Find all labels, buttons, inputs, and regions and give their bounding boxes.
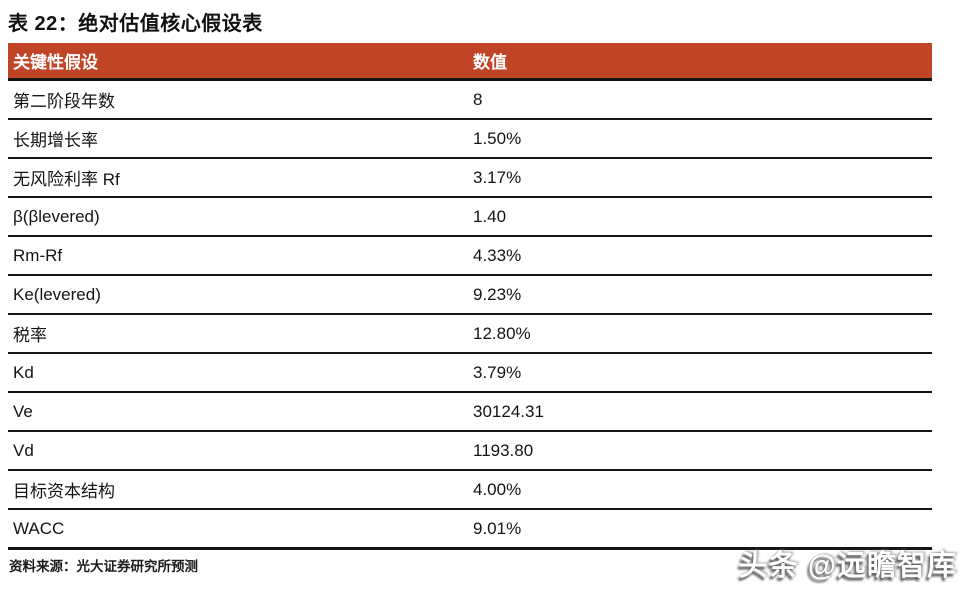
assumptions-table: 关键性假设 数值 第二阶段年数 8 长期增长率 1.50% 无风险利率 Rf 3… bbox=[8, 43, 932, 550]
assumption-cell: Ve bbox=[8, 392, 468, 432]
table-row: Rm-Rf 4.33% bbox=[8, 236, 932, 276]
value-cell: 1.50% bbox=[468, 119, 932, 159]
value-cell: 4.00% bbox=[468, 470, 932, 510]
assumption-cell: β(βlevered) bbox=[8, 197, 468, 237]
table-row: Kd 3.79% bbox=[8, 353, 932, 393]
table-row: 长期增长率 1.50% bbox=[8, 119, 932, 159]
table-row: 无风险利率 Rf 3.17% bbox=[8, 158, 932, 198]
assumption-cell: WACC bbox=[8, 509, 468, 550]
table-title: 表 22：绝对估值核心假设表 bbox=[8, 13, 263, 35]
table-row: Ve 30124.31 bbox=[8, 392, 932, 432]
watermark: 头条 @远瞻智库 bbox=[738, 550, 957, 582]
assumption-cell: 长期增长率 bbox=[8, 119, 468, 159]
assumption-cell: Kd bbox=[8, 353, 468, 393]
assumption-cell: Vd bbox=[8, 431, 468, 471]
value-cell: 1.40 bbox=[468, 197, 932, 237]
table-header-row: 关键性假设 数值 bbox=[8, 43, 932, 81]
value-cell: 3.79% bbox=[468, 353, 932, 393]
value-cell: 1193.80 bbox=[468, 431, 932, 471]
table-row: Vd 1193.80 bbox=[8, 431, 932, 471]
source-note: 资料来源：光大证券研究所预测 bbox=[9, 559, 198, 574]
table-row: β(βlevered) 1.40 bbox=[8, 197, 932, 237]
value-cell: 12.80% bbox=[468, 314, 932, 354]
assumption-cell: 第二阶段年数 bbox=[8, 79, 468, 120]
header-cell-assumption: 关键性假设 bbox=[8, 43, 468, 81]
assumption-cell: 目标资本结构 bbox=[8, 470, 468, 510]
assumption-cell: 税率 bbox=[8, 314, 468, 354]
table-row: 第二阶段年数 8 bbox=[8, 79, 932, 120]
value-cell: 30124.31 bbox=[468, 392, 932, 432]
value-cell: 9.01% bbox=[468, 509, 932, 550]
value-cell: 4.33% bbox=[468, 236, 932, 276]
table-row: WACC 9.01% bbox=[8, 509, 932, 550]
assumption-cell: Rm-Rf bbox=[8, 236, 468, 276]
value-cell: 8 bbox=[468, 79, 932, 120]
value-cell: 9.23% bbox=[468, 275, 932, 315]
table-body: 第二阶段年数 8 长期增长率 1.50% 无风险利率 Rf 3.17% β(βl… bbox=[8, 79, 932, 550]
table-row: 目标资本结构 4.00% bbox=[8, 470, 932, 510]
assumption-cell: Ke(levered) bbox=[8, 275, 468, 315]
assumption-cell: 无风险利率 Rf bbox=[8, 158, 468, 198]
value-cell: 3.17% bbox=[468, 158, 932, 198]
header-cell-value: 数值 bbox=[468, 43, 932, 81]
table-row: 税率 12.80% bbox=[8, 314, 932, 354]
table-row: Ke(levered) 9.23% bbox=[8, 275, 932, 315]
